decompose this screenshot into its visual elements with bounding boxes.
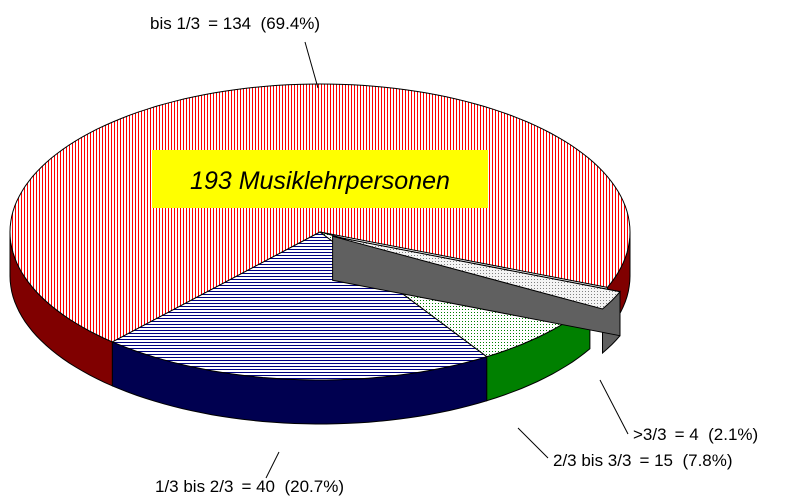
category-label: 2/3 bis 3/3 xyxy=(553,451,631,470)
slice-label: 2/3 bis 3/3 = 15 (7.8%) xyxy=(553,451,733,470)
category-label: 1/3 bis 2/3 xyxy=(155,477,233,496)
category-label: bis 1/3 xyxy=(150,14,200,33)
slice-top xyxy=(9,83,631,343)
value-label: = 134 (69.4%) xyxy=(208,14,320,33)
slice-top xyxy=(111,231,488,381)
pie xyxy=(9,83,631,425)
leader-line xyxy=(304,41,319,89)
value-label: = 40 (20.7%) xyxy=(241,477,344,496)
slice xyxy=(332,235,621,355)
leader-line xyxy=(517,427,549,459)
annotation: 193 Musiklehrpersonen xyxy=(190,167,450,195)
value-label: = 15 (7.8%) xyxy=(639,451,732,470)
category-label: >3/3 xyxy=(633,425,667,444)
annotation-box xyxy=(152,150,488,208)
slice-label: bis 1/3 = 134 (69.4%) xyxy=(150,14,320,33)
leader-line xyxy=(265,451,280,479)
leader-line xyxy=(599,379,629,435)
slice-label: 1/3 bis 2/3 = 40 (20.7%) xyxy=(155,477,344,496)
slice-top xyxy=(332,235,621,310)
slice-label: >3/3 = 4 (2.1%) xyxy=(633,425,758,444)
value-label: = 4 (2.1%) xyxy=(675,425,759,444)
slice xyxy=(111,231,488,425)
